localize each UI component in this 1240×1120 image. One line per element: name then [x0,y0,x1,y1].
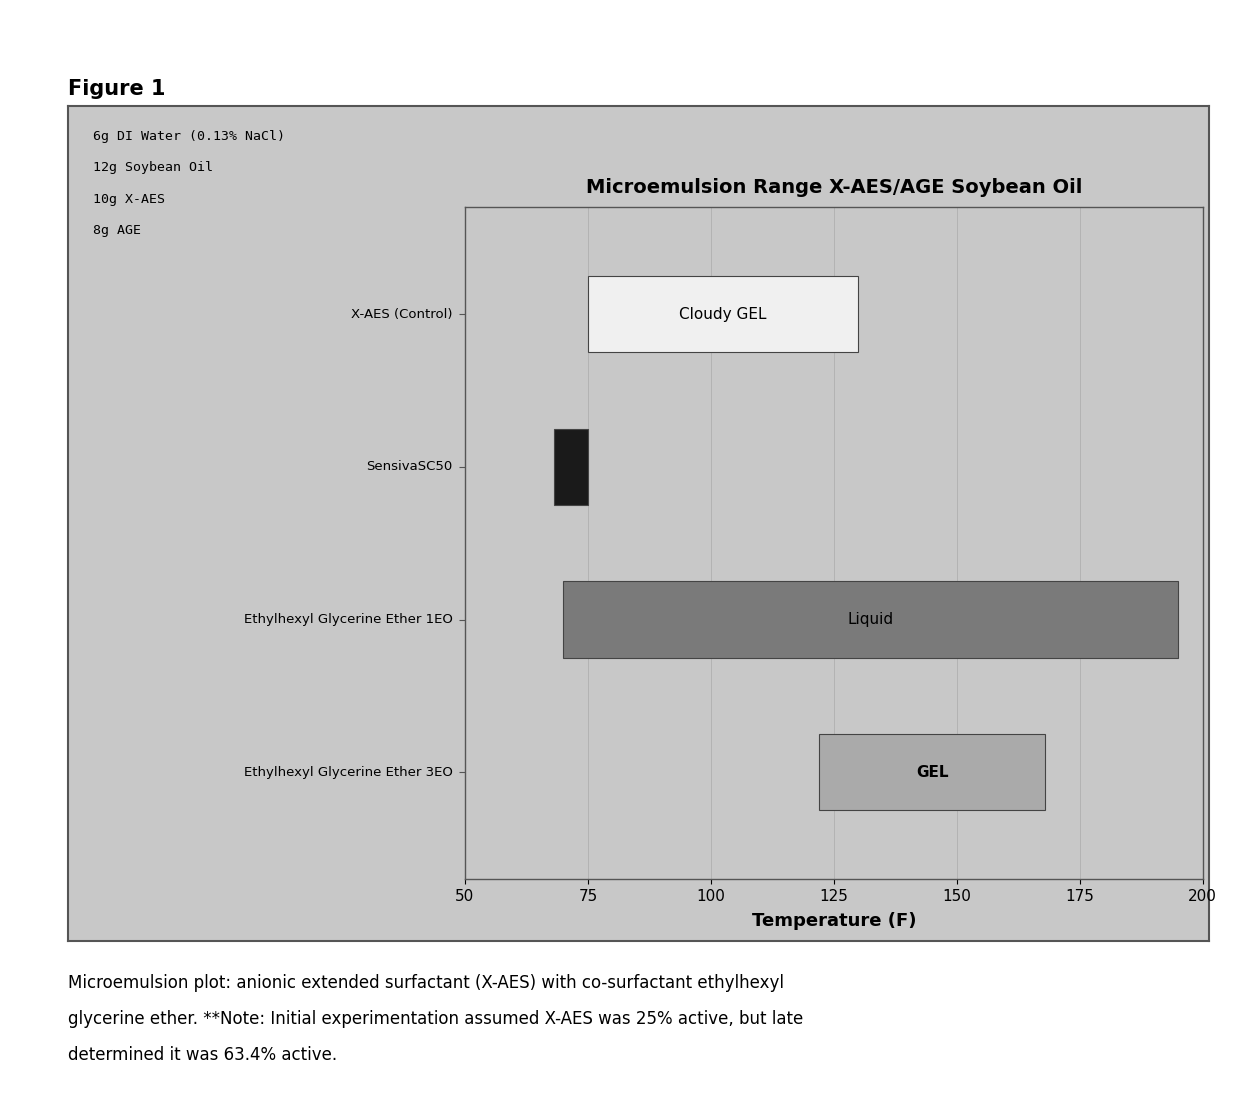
Text: Microemulsion plot: anionic extended surfactant (X-AES) with co-surfactant ethyl: Microemulsion plot: anionic extended sur… [68,974,784,992]
Text: SensivaSC50: SensivaSC50 [366,460,453,474]
Text: GEL: GEL [916,765,949,780]
Text: X-AES (Control): X-AES (Control) [351,308,453,320]
Text: Ethylhexyl Glycerine Ether 3EO: Ethylhexyl Glycerine Ether 3EO [244,766,453,778]
Title: Microemulsion Range X-AES/AGE Soybean Oil: Microemulsion Range X-AES/AGE Soybean Oi… [585,178,1083,197]
Text: Liquid: Liquid [848,612,894,627]
Text: determined it was 63.4% active.: determined it was 63.4% active. [68,1046,337,1064]
Text: glycerine ether. **Note: Initial experimentation assumed X-AES was 25% active, b: glycerine ether. **Note: Initial experim… [68,1010,804,1028]
Text: 6g DI Water (0.13% NaCl): 6g DI Water (0.13% NaCl) [93,130,285,143]
Text: Cloudy GEL: Cloudy GEL [680,307,768,321]
X-axis label: Temperature (F): Temperature (F) [751,913,916,931]
Text: 12g Soybean Oil: 12g Soybean Oil [93,161,213,175]
Bar [553,429,588,505]
Text: Ethylhexyl Glycerine Ether 1EO: Ethylhexyl Glycerine Ether 1EO [244,613,453,626]
Bar [820,734,1045,811]
Text: Figure 1: Figure 1 [68,80,166,100]
Text: 10g X-AES: 10g X-AES [93,193,165,206]
Bar [588,276,858,353]
Bar [563,581,1178,657]
Text: 8g AGE: 8g AGE [93,224,141,237]
